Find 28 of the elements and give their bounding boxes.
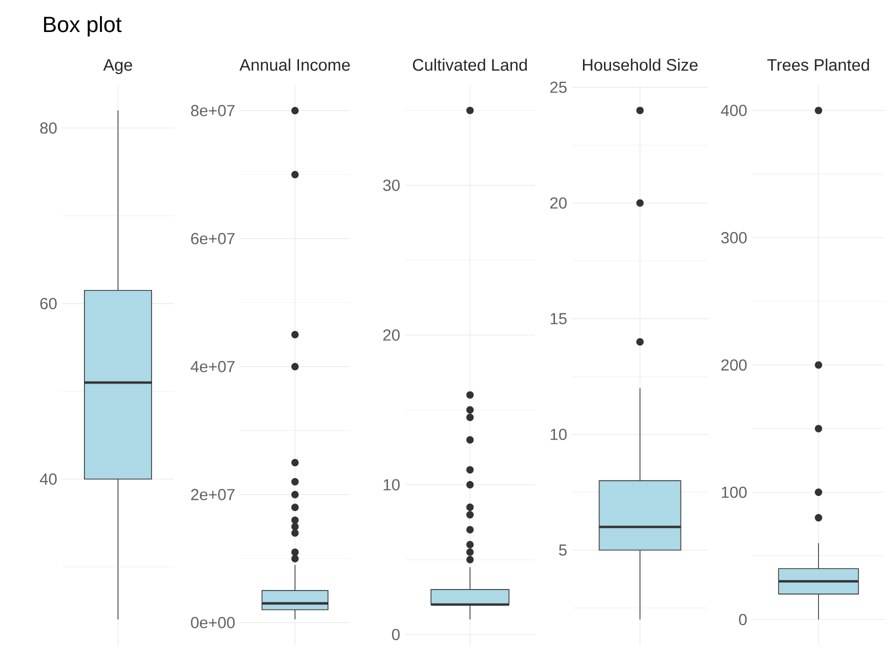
y-tick-label: 40 — [40, 473, 57, 485]
y-tick-label: 8e+07 — [191, 104, 234, 116]
y-tick-label: 0 — [739, 614, 747, 626]
y-tick-label: 5 — [559, 544, 567, 556]
y-tick-label: 200 — [721, 359, 747, 371]
y-tick-label: 2e+07 — [191, 488, 234, 500]
y-tick-label: 10 — [384, 479, 400, 490]
chart-title: Trees Planted — [767, 58, 869, 71]
y-tick-label: 0 — [392, 628, 400, 640]
y-tick-label: 20 — [383, 329, 400, 341]
chart-title: Household Size — [582, 58, 698, 71]
y-tick-label: 100 — [722, 486, 747, 498]
chart-title: Annual Income — [239, 58, 350, 71]
text: Box plot — [44, 16, 122, 37]
y-tick-label: 15 — [550, 313, 567, 324]
y-tick-label: 25 — [550, 82, 567, 93]
y-tick-label: 6e+07 — [191, 232, 234, 244]
y-tick-label: 10 — [550, 428, 567, 440]
y-tick-label: 20 — [550, 197, 567, 209]
y-tick-label: 60 — [40, 298, 57, 310]
y-tick-label: 0e+00 — [190, 616, 235, 628]
y-tick-label: 4e+07 — [190, 360, 234, 372]
chart-title: Age — [103, 59, 132, 74]
y-tick-label: 300 — [721, 232, 747, 244]
y-tick-label: 400 — [720, 104, 747, 116]
y-tick-label: 80 — [40, 122, 57, 134]
chart-title: Cultivated Land — [412, 58, 527, 71]
y-tick-label: 30 — [383, 180, 400, 191]
